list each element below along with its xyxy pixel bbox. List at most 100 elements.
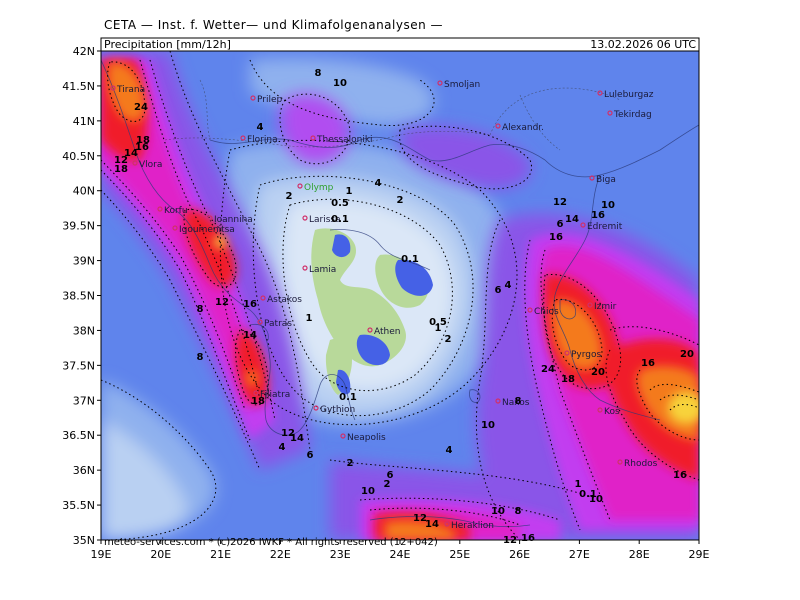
city-marker: Tirana — [110, 85, 145, 95]
contour-value-label: 0.1 — [331, 214, 349, 225]
contour-value-label: 18 — [114, 164, 128, 175]
lon-tick-label: 21E — [210, 548, 231, 561]
city-name: Patras — [264, 319, 292, 329]
field-blue-patch-2 — [395, 259, 433, 296]
city-marker: Luleburgaz — [597, 90, 654, 100]
contour-value-label: 20 — [591, 367, 605, 378]
contour-value-label: 0.5 — [429, 317, 447, 328]
city-name: Kos — [604, 407, 620, 417]
lat-tick-label: 36.5N — [62, 429, 95, 442]
city-dot — [172, 225, 178, 231]
city-dot — [367, 327, 373, 333]
city-marker: Lamia — [302, 265, 336, 275]
city-marker: Vlora — [132, 160, 162, 170]
lat-tick-label: 36N — [73, 464, 95, 477]
contour-value-label: 16 — [591, 210, 605, 221]
contour-value-label: 14 — [565, 214, 579, 225]
lon-tick-label: 19E — [91, 548, 112, 561]
contour-value-label: 4 — [375, 178, 382, 189]
contour-value-label: 14 — [124, 148, 138, 159]
field-red-patras — [235, 330, 269, 405]
city-name: Chios — [534, 307, 559, 317]
land-euboea-attica — [311, 228, 406, 367]
city-name: Alexandr. — [502, 123, 544, 133]
city-dot — [564, 350, 570, 356]
lat-tick-label: 38.5N — [62, 290, 95, 303]
contour-value-label: 24 — [541, 364, 555, 375]
city-marker: Astakos — [260, 295, 302, 305]
lon-tick-label: 22E — [270, 548, 291, 561]
city-dot — [527, 307, 533, 313]
city-dot — [302, 265, 308, 271]
city-marker: Igoumenitsa — [172, 225, 235, 235]
contour-value-label: 12 — [503, 535, 517, 546]
city-name: Heraklion — [451, 521, 494, 531]
latitude-axis: 42N 41.5N 41N 40.5N 40N 39.5N 39N 38.5N 38N 37.5N… — [62, 45, 101, 547]
contour-value-label: 16 — [135, 142, 149, 153]
city-name: Ioannina — [214, 215, 253, 225]
city-marker: Smoljan — [437, 80, 480, 90]
city-marker: Olymp — [297, 183, 334, 193]
city-name: Astakos — [267, 295, 302, 305]
city-dot — [257, 319, 263, 325]
lat-tick-label: 35.5N — [62, 499, 95, 512]
contour-value-label: 12 — [413, 513, 427, 524]
city-name: Korfu — [164, 206, 188, 216]
contour-value-label: 18 — [251, 396, 265, 407]
contour-value-label: 1 — [435, 323, 442, 334]
city-dot — [310, 135, 316, 141]
city-marker: Alexandr. — [495, 123, 544, 133]
contour-value-label: 8 — [515, 396, 522, 407]
field-blue-patch-3 — [356, 334, 390, 366]
city-dot — [607, 110, 613, 116]
lat-tick-label: 39N — [73, 255, 95, 268]
contour-value-label: 16 — [673, 470, 687, 481]
lon-tick-label: 24E — [390, 548, 411, 561]
contour-value-label: 0.5 — [331, 198, 349, 209]
contour-value-label: 6 — [307, 450, 314, 461]
contour-value-label: 14 — [243, 330, 257, 341]
city-name: Lamia — [309, 265, 336, 275]
contour-value-label: 4 — [505, 280, 512, 291]
city-dot — [587, 302, 593, 308]
contour-value-label: 8 — [197, 304, 204, 315]
contour-value-label: 18 — [561, 374, 575, 385]
contour-value-label: 12 — [215, 297, 229, 308]
contour-value-label: 2 — [384, 479, 391, 490]
city-dot — [250, 95, 256, 101]
contour-value-label: 16 — [243, 299, 257, 310]
city-dot — [302, 215, 308, 221]
city-name: Edremit — [587, 222, 623, 232]
contour-value-label: 0.1 — [339, 392, 357, 403]
lon-tick-label: 26E — [509, 548, 530, 561]
contour-value-label: 16 — [521, 533, 535, 544]
contour-value-label: 4 — [279, 442, 286, 453]
city-name: Olymp — [304, 183, 334, 193]
city-dot — [597, 90, 603, 96]
city-marker: Florina — [240, 135, 278, 145]
valid-time-label: 13.02.2026 06 UTC — [590, 38, 696, 51]
field-yellow-east — [668, 392, 699, 424]
city-marker: Thessaloniki — [310, 135, 373, 145]
city-name: Naxos — [502, 398, 530, 408]
city-name: Athen — [374, 327, 400, 337]
lat-tick-label: 40N — [73, 185, 95, 198]
city-name: Florina — [247, 135, 278, 145]
contour-value-label: 2 — [445, 334, 452, 345]
city-dot — [597, 407, 603, 413]
city-markers: Tirana Prilep Florina Thessaloniki Smoljan Al… — [110, 80, 658, 531]
contour-value-label: 10 — [333, 78, 347, 89]
city-marker: Filiatra — [253, 390, 290, 400]
city-marker: Chios — [527, 307, 559, 317]
city-dot — [340, 433, 346, 439]
city-marker: Tekirdag — [607, 110, 652, 120]
lat-tick-label: 37.5N — [62, 359, 95, 372]
city-marker: Larissa — [302, 215, 341, 225]
map-field — [101, 51, 699, 540]
lat-tick-label: 40.5N — [62, 150, 95, 163]
contour-value-label: 10 — [481, 420, 495, 431]
city-dot — [260, 295, 266, 301]
contour-value-label: 2 — [397, 195, 404, 206]
city-dot — [132, 160, 138, 166]
